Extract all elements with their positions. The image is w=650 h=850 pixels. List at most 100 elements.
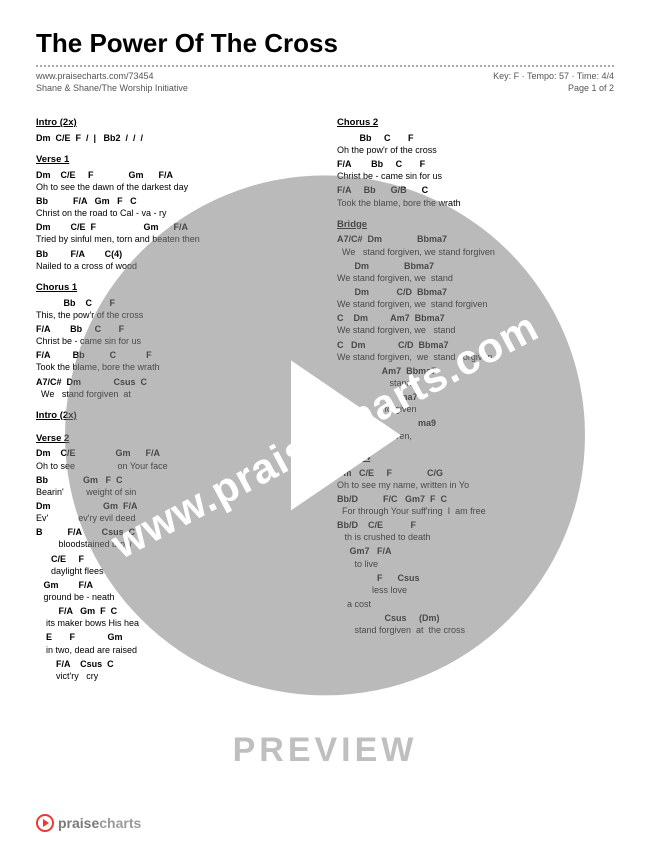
chord-line: F/A Bb C F — [337, 158, 614, 170]
section-label: Intro (2x) — [36, 410, 313, 423]
chord-line: A7/C# Dm Bbma7 — [337, 233, 614, 245]
chord-line: C Dm C/D Bbma7 — [337, 339, 614, 351]
lyric-block: Bb F/A C(4)Nailed to a cross of wood — [36, 248, 313, 272]
lyric-line: For through Your suff'ring I am free — [337, 505, 614, 517]
footer-play-icon — [36, 814, 54, 832]
lyric-block: a cost — [337, 598, 614, 610]
chord-line: Bb C F — [337, 132, 614, 144]
lyric-line: vict'ry cry — [36, 670, 313, 682]
section-label: Intro (2x) — [36, 117, 313, 130]
chord-line: Dm Gm F/A — [36, 500, 313, 512]
lyric-block: Dm C/E F / | Bb2 / / / — [36, 132, 313, 144]
lyric-line: th is crushed to death — [337, 531, 614, 543]
lyric-line: Christ on the road to Cal - va - ry — [36, 207, 313, 219]
left-column: Intro (2x) Dm C/E F / | Bb2 / / / Verse 1 D… — [36, 107, 313, 684]
lyric-line: Tried by sinful men, torn and beaten the… — [36, 233, 313, 245]
lyric-line: less love — [337, 584, 614, 596]
lyric-line: Oh to see on Your face — [36, 460, 313, 472]
lyric-block: E F Gm in two, dead are raised — [36, 631, 313, 655]
lyric-line: We stand forgiven, we stand — [337, 324, 614, 336]
lyric-line: bloodstained brow — [36, 538, 313, 550]
lyric-block: Am7 Bbma7 stand — [337, 365, 614, 389]
meta-row-1: www.praisecharts.com/73454 Key: F · Temp… — [36, 71, 614, 81]
lyric-line: stand forgiven at the cross — [337, 624, 614, 636]
lyric-line: We stand forgiven, we stand forgiven — [337, 351, 614, 363]
lyric-block: Bb F/A Gm F CChrist on the road to Cal -… — [36, 195, 313, 219]
lyric-block: Gm F/A ground be - neath — [36, 579, 313, 603]
lyric-block: Dm Gm F/AEv' ev'ry evil deed — [36, 500, 313, 524]
chord-line: Bb F/A C(4) — [36, 248, 313, 260]
divider — [36, 65, 614, 67]
lyric-block: F/A Csus C vict'ry cry — [36, 658, 313, 682]
lyric-block: Dm C/E F Gm F/ATried by sinful men, torn… — [36, 221, 313, 245]
lyric-block: Dm C/E F Gm F/AOh to see the dawn of the… — [36, 169, 313, 193]
content-columns: Intro (2x) Dm C/E F / | Bb2 / / / Verse 1 D… — [36, 107, 614, 684]
lyric-line: forgiven — [337, 403, 614, 415]
chord-line: F/A Bb C F — [36, 323, 313, 335]
lyric-line: We stand forgiven, we stand forgiven — [337, 298, 614, 310]
lyric-line: Took the blame, bore the wrath — [36, 361, 313, 373]
lyric-line: We stand forgiven at — [36, 388, 313, 400]
chord-line: Bb/D F/C Gm7 F C — [337, 493, 614, 505]
lyric-block: C Dm ma9We stand forgiven, — [337, 417, 614, 441]
lyric-block: C Dm Am7 Bbma7We stand forgiven, we stan… — [337, 312, 614, 336]
lyric-line: ground be - neath — [36, 591, 313, 603]
lyric-line: Christ be - came sin for us — [36, 335, 313, 347]
lyric-block: C Dm C/D Bbma7We stand forgiven, we stan… — [337, 339, 614, 363]
lyric-block: B F/A Csus C bloodstained brow — [36, 526, 313, 550]
lyric-line: Ev' ev'ry evil deed — [36, 512, 313, 524]
lyric-line: Christ be - came sin for us — [337, 170, 614, 182]
chord-line: Am7 Bbma7 — [337, 365, 614, 377]
chord-line: Bb F/A Gm F C — [36, 195, 313, 207]
section-label: Verse 4 — [337, 452, 614, 465]
chord-line: C Dm ma9 — [337, 417, 614, 429]
lyric-line: This, the pow'r of the cross — [36, 309, 313, 321]
lyric-block: Bb/D C/E F th is crushed to death — [337, 519, 614, 543]
lyric-line: We stand forgiven, we stand — [337, 272, 614, 284]
key-tempo-time: Key: F · Tempo: 57 · Time: 4/4 — [493, 71, 614, 81]
lyric-line: its maker bows His hea — [36, 617, 313, 629]
chord-line: Dm Bbma7 — [337, 260, 614, 272]
chord-line: Gm7 F/A — [337, 545, 614, 557]
chord-line: Csus (Dm) — [337, 612, 614, 624]
section-label: Chorus 2 — [337, 117, 614, 130]
lyric-line: We stand forgiven, we stand forgiven — [337, 246, 614, 258]
lyric-block: F/A Bb C FChrist be - came sin for us — [36, 323, 313, 347]
chord-line: Dm C/E Gm F/A — [36, 447, 313, 459]
chord-line: C Dm Am7 Bbma7 — [337, 312, 614, 324]
chord-line: E F Gm — [36, 631, 313, 643]
preview-label: PREVIEW — [233, 731, 418, 770]
lyric-block: Csus (Dm) stand forgiven at the cross — [337, 612, 614, 636]
chord-line: Bb Gm F C — [36, 474, 313, 486]
section-label: Verse 2 — [36, 433, 313, 446]
lyric-line: to live — [337, 558, 614, 570]
chord-line: Bb/D C/E F — [337, 519, 614, 531]
chord-line: ma7 — [337, 391, 614, 403]
footer-brand: praisecharts — [58, 815, 141, 831]
lyric-block: Dm C/D Bbma7We stand forgiven, we stand … — [337, 286, 614, 310]
chord-line: F/A Gm F C — [36, 605, 313, 617]
chord-line: Dm C/E F Gm F/A — [36, 221, 313, 233]
source-url: www.praisecharts.com/73454 — [36, 71, 154, 81]
section-label: Verse 1 — [36, 154, 313, 167]
footer: praisecharts — [36, 814, 141, 832]
chord-line: Dm C/E F / | Bb2 / / / — [36, 132, 313, 144]
lyric-block: F/A Bb C FChrist be - came sin for us — [337, 158, 614, 182]
lyric-block: F/A Gm F C its maker bows His hea — [36, 605, 313, 629]
lyric-block: ma7 forgiven — [337, 391, 614, 415]
artist: Shane & Shane/The Worship Initiative — [36, 83, 188, 93]
lyric-line: Oh the pow'r of the cross — [337, 144, 614, 156]
lyric-block: F/A Bb G/B CTook the blame, bore the wra… — [337, 184, 614, 208]
lyric-block: A7/C# Dm Csus C We stand forgiven at — [36, 376, 313, 400]
chord-line: Dm C/E F Gm F/A — [36, 169, 313, 181]
song-title: The Power Of The Cross — [36, 28, 614, 59]
lyric-line: Oh to see the dawn of the darkest day — [36, 181, 313, 193]
chord-line: F/A Csus C — [36, 658, 313, 670]
lyric-line: in two, dead are raised — [36, 644, 313, 656]
lyric-block: F/A Bb C FTook the blame, bore the wrath — [36, 349, 313, 373]
lyric-block: Dm C/E F C/GOh to see my name, written i… — [337, 467, 614, 491]
chord-line: A7/C# Dm Csus C — [36, 376, 313, 388]
lyric-block: Gm7 F/A to live — [337, 545, 614, 569]
lyric-line: a cost — [337, 598, 614, 610]
lyric-line: We stand forgiven, — [337, 430, 614, 442]
